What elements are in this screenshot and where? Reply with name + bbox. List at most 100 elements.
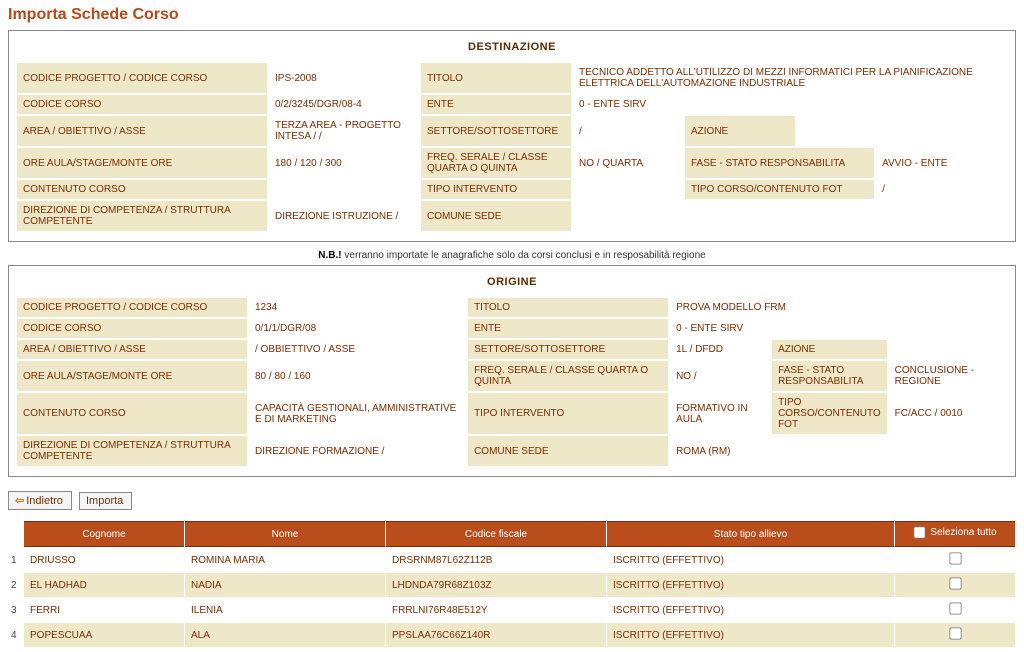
o-val-tipo-corso: FC/ACC / 0010 — [889, 393, 1007, 434]
lbl-codice-corso: CODICE CORSO — [17, 95, 267, 114]
lbl-direzione: DIREZIONE DI COMPETENZA / STRUTTURA COMP… — [17, 201, 267, 231]
importa-label: Importa — [86, 495, 123, 507]
cell-cf: FRRLNI76R48E512Y — [386, 598, 606, 622]
o-lbl-tipo-corso: TIPO CORSO/CONTENUTO FOT — [772, 393, 887, 434]
o-lbl-fase: FASE - STATO RESPONSABILITA — [772, 361, 887, 391]
o-val-freq: NO / — [670, 361, 770, 391]
cell-select — [895, 623, 1015, 647]
o-val-titolo: PROVA MODELLO FRM — [670, 298, 1007, 317]
lbl-ente: ENTE — [421, 95, 571, 114]
o-val-fase: CONCLUSIONE - REGIONE — [889, 361, 1007, 391]
val-ore: 180 / 120 / 300 — [269, 148, 419, 178]
o-lbl-ore: ORE AULA/STAGE/MONTE ORE — [17, 361, 247, 391]
col-nome[interactable]: Nome — [185, 521, 385, 547]
cell-select — [895, 548, 1015, 572]
row-checkbox[interactable] — [949, 577, 961, 589]
val-fase: AVVIO - ENTE — [876, 148, 1007, 178]
indietro-label: Indietro — [26, 495, 63, 507]
o-lbl-direzione: DIREZIONE DI COMPETENZA / STRUTTURA COMP… — [17, 436, 247, 466]
o-lbl-area: AREA / OBIETTIVO / ASSE — [17, 340, 247, 359]
indietro-button[interactable]: ⇦Indietro — [8, 491, 72, 510]
lbl-codice-progetto: CODICE PROGETTO / CODICE CORSO — [17, 63, 267, 93]
col-cf[interactable]: Codice fiscale — [386, 521, 606, 547]
val-codice-progetto: IPS-2008 — [269, 63, 419, 93]
o-val-codice-corso: 0/1/1/DGR/08 — [249, 319, 466, 338]
row-checkbox[interactable] — [949, 602, 961, 614]
col-rownum — [9, 521, 23, 547]
cell-nome: ILENIA — [185, 598, 385, 622]
select-all-label: Seleziona tutto — [930, 527, 996, 538]
back-arrow-icon: ⇦ — [15, 495, 24, 507]
o-lbl-contenuto: CONTENUTO CORSO — [17, 393, 247, 434]
o-lbl-comune: COMUNE SEDE — [468, 436, 668, 466]
lbl-contenuto: CONTENUTO CORSO — [17, 180, 267, 199]
o-val-contenuto: CAPACITÀ GESTIONALI, AMMINISTRATIVE E DI… — [249, 393, 466, 434]
rownum: 3 — [9, 598, 23, 622]
destinazione-title: DESTINAZIONE — [15, 41, 1009, 53]
note-body: verranno importate le anagrafiche solo d… — [344, 250, 705, 261]
o-val-comune: ROMA (RM) — [670, 436, 1007, 466]
lbl-tipo-corso: TIPO CORSO/CONTENUTO FOT — [685, 180, 874, 199]
lbl-tipo-int: TIPO INTERVENTO — [421, 180, 571, 199]
button-row: ⇦Indietro Importa — [8, 491, 1016, 510]
row-checkbox[interactable] — [949, 552, 961, 564]
select-all-checkbox[interactable] — [914, 526, 926, 538]
val-direzione: DIREZIONE ISTRUZIONE / — [269, 201, 419, 231]
cell-stato: ISCRITTO (EFFETTIVO) — [607, 598, 894, 622]
lbl-settore: SETTORE/SOTTOSETTORE — [421, 116, 571, 146]
o-lbl-azione: AZIONE — [772, 340, 887, 359]
o-lbl-tipo-int: TIPO INTERVENTO — [468, 393, 668, 434]
cell-stato: ISCRITTO (EFFETTIVO) — [607, 623, 894, 647]
o-val-ore: 80 / 80 / 160 — [249, 361, 466, 391]
cell-nome: ROMINA MARIA — [185, 548, 385, 572]
importa-button[interactable]: Importa — [79, 492, 132, 510]
o-lbl-settore: SETTORE/SOTTOSETTORE — [468, 340, 668, 359]
o-val-azione — [889, 340, 1007, 359]
col-seleziona[interactable]: Seleziona tutto — [895, 521, 1015, 547]
val-area: TERZA AREA - PROGETTO INTESA / / — [269, 116, 419, 146]
val-contenuto — [269, 180, 419, 199]
destinazione-panel: DESTINAZIONE CODICE PROGETTO / CODICE CO… — [8, 30, 1016, 242]
val-titolo: TECNICO ADDETTO ALL'UTILIZZO DI MEZZI IN… — [573, 63, 1007, 93]
cell-cognome: DRIUSSO — [24, 548, 184, 572]
note-prefix: N.B.! — [318, 250, 341, 261]
rownum: 1 — [9, 548, 23, 572]
origine-title: ORIGINE — [15, 276, 1009, 288]
origine-grid: CODICE PROGETTO / CODICE CORSO 1234 TITO… — [15, 296, 1009, 468]
val-tipo-corso: / — [876, 180, 1007, 199]
cell-cf: PPSLAA76C66Z140R — [386, 623, 606, 647]
note-text: N.B.! verranno importate le anagrafiche … — [8, 250, 1016, 261]
origine-panel: ORIGINE CODICE PROGETTO / CODICE CORSO 1… — [8, 265, 1016, 477]
row-checkbox[interactable] — [949, 627, 961, 639]
o-lbl-freq: FREQ. SERALE / CLASSE QUARTA O QUINTA — [468, 361, 668, 391]
cell-cognome: POPESCUAA — [24, 623, 184, 647]
lbl-freq: FREQ. SERALE / CLASSE QUARTA O QUINTA — [421, 148, 571, 178]
o-val-tipo-int: FORMATIVO IN AULA — [670, 393, 770, 434]
o-val-settore: 1L / DFDD — [670, 340, 770, 359]
cell-select — [895, 598, 1015, 622]
o-val-area: / OBBIETTIVO / ASSE — [249, 340, 466, 359]
val-codice-corso: 0/2/3245/DGR/08-4 — [269, 95, 419, 114]
col-stato[interactable]: Stato tipo allievo — [607, 521, 894, 547]
o-lbl-ente: ENTE — [468, 319, 668, 338]
lbl-ore: ORE AULA/STAGE/MONTE ORE — [17, 148, 267, 178]
allievi-table: Cognome Nome Codice fiscale Stato tipo a… — [8, 520, 1016, 648]
destinazione-grid: CODICE PROGETTO / CODICE CORSO IPS-2008 … — [15, 61, 1009, 233]
cell-nome: ALA — [185, 623, 385, 647]
o-lbl-codice-corso: CODICE CORSO — [17, 319, 247, 338]
table-row: 1DRIUSSOROMINA MARIADRSRNM87L62Z112BISCR… — [9, 548, 1015, 572]
cell-cf: DRSRNM87L62Z112B — [386, 548, 606, 572]
rownum: 4 — [9, 623, 23, 647]
o-val-codice-progetto: 1234 — [249, 298, 466, 317]
lbl-comune: COMUNE SEDE — [421, 201, 571, 231]
o-val-ente: 0 - ENTE SIRV — [670, 319, 1007, 338]
o-val-direzione: DIREZIONE FORMAZIONE / — [249, 436, 466, 466]
col-cognome[interactable]: Cognome — [24, 521, 184, 547]
cell-cognome: FERRI — [24, 598, 184, 622]
val-comune — [573, 201, 1007, 231]
lbl-area: AREA / OBIETTIVO / ASSE — [17, 116, 267, 146]
table-row: 4POPESCUAAALAPPSLAA76C66Z140RISCRITTO (E… — [9, 623, 1015, 647]
table-row: 3FERRIILENIAFRRLNI76R48E512YISCRITTO (EF… — [9, 598, 1015, 622]
val-freq: NO / QUARTA — [573, 148, 683, 178]
lbl-azione: AZIONE — [685, 116, 795, 146]
